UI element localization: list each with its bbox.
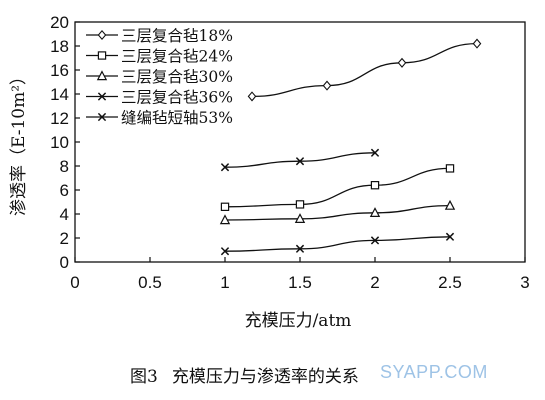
legend-label: 三层复合毡18% (121, 27, 233, 45)
data-point (295, 200, 305, 209)
y-axis-title: 渗透率（E-10m²） (9, 68, 29, 216)
series-line (224, 152, 376, 168)
legend-marker (97, 29, 107, 41)
data-point (445, 232, 455, 241)
data-point (369, 207, 381, 217)
legend-entry-5: 缝编毡短轴53% (86, 109, 233, 127)
y-tick-label: 18 (50, 37, 69, 56)
legend-label: 三层复合毡24% (121, 48, 233, 66)
data-point (370, 236, 380, 245)
x-tick-label: 0.5 (138, 273, 162, 292)
data-point (295, 157, 305, 166)
legend-marker (96, 70, 108, 81)
legend-label: 缝编毡短轴53% (121, 109, 233, 127)
data-point (397, 57, 407, 68)
data-point (220, 247, 230, 256)
y-tick-label: 20 (50, 13, 69, 32)
series-line (224, 167, 451, 208)
legend: 三层复合毡18% 三层复合毡24% 三层复合毡30% 三层复合毡36% 缝编毡短轴53% (86, 27, 233, 127)
legend-label: 三层复合毡30% (121, 68, 233, 86)
series-line (251, 42, 478, 98)
data-point (370, 181, 380, 190)
y-tick-label: 12 (50, 109, 69, 128)
legend-marker (97, 92, 107, 101)
y-tick-label: 10 (50, 133, 69, 152)
x-tick-label: 2.5 (438, 273, 462, 292)
data-point (322, 80, 332, 91)
series-line (224, 236, 451, 252)
data-point (220, 163, 230, 172)
series-line (224, 204, 451, 221)
y-tick-label: 2 (60, 229, 69, 248)
series-2 (220, 164, 455, 211)
data-point (219, 214, 231, 225)
data-point (444, 199, 456, 210)
ticks: 0 0.5 1 1.5 2 2.5 3 0 2 4 6 8 10 12 14 16 18 20 (50, 13, 530, 292)
x-tick-label: 3 (520, 273, 529, 292)
x-tick-label: 0 (70, 273, 79, 292)
series-3 (219, 199, 456, 225)
y-tick-label: 6 (60, 181, 69, 200)
legend-marker (97, 112, 107, 122)
data-point (472, 38, 482, 49)
y-tick-label: 8 (60, 157, 69, 176)
y-tick-label: 4 (60, 205, 69, 224)
series-4 (220, 232, 455, 256)
x-tick-label: 1 (220, 273, 229, 292)
x-axis-title: 充模压力/atm (245, 311, 352, 331)
y-tick-label: 0 (60, 253, 69, 272)
legend-marker (97, 51, 107, 60)
legend-entry-3: 三层复合毡30% (86, 68, 233, 86)
y-tick-label: 14 (50, 85, 69, 104)
data-point (445, 164, 455, 173)
x-tick-label: 2 (370, 273, 379, 292)
series (219, 38, 482, 256)
series-5 (220, 148, 380, 172)
data-point (295, 244, 305, 253)
x-tick-label: 1.5 (288, 273, 312, 292)
figure-number: 图3 (130, 367, 158, 387)
legend-entry-1: 三层复合毡18% (86, 27, 233, 45)
data-point (294, 213, 306, 223)
legend-entry-4: 三层复合毡36% (86, 89, 233, 107)
data-point (247, 91, 257, 102)
data-point (220, 202, 230, 211)
legend-label: 三层复合毡36% (121, 89, 233, 107)
figure-caption: 图3 充模压力与渗透率的关系 (130, 362, 430, 387)
watermark: SYAPP.COM (380, 362, 488, 382)
y-tick-label: 16 (50, 61, 69, 80)
series-1 (247, 38, 482, 102)
data-point (370, 148, 380, 157)
legend-entry-2: 三层复合毡24% (86, 48, 233, 66)
figure-title: 充模压力与渗透率的关系 (171, 367, 359, 387)
